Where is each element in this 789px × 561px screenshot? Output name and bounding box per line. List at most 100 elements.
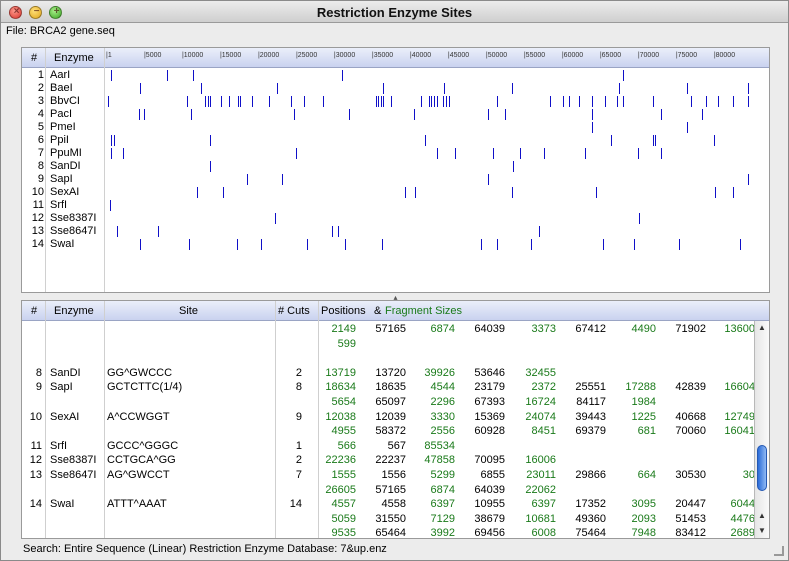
cut-site-mark[interactable]: [569, 96, 571, 107]
cut-site-mark[interactable]: [345, 239, 347, 250]
cut-site-mark[interactable]: [140, 83, 142, 94]
cut-site-mark[interactable]: [436, 148, 438, 159]
cut-site-mark[interactable]: [415, 187, 417, 198]
title-bar[interactable]: × − + Restriction Enzyme Sites: [1, 1, 788, 23]
cut-site-mark[interactable]: [616, 96, 618, 107]
map-row[interactable]: 8 SanDI: [22, 160, 769, 173]
cut-site-mark[interactable]: [706, 96, 708, 107]
cut-site-mark[interactable]: [660, 148, 662, 159]
cut-site-mark[interactable]: [592, 96, 594, 107]
map-row[interactable]: 6 PpiI: [22, 134, 769, 147]
cut-site-mark[interactable]: [240, 96, 242, 107]
cut-site-mark[interactable]: [544, 148, 546, 159]
cut-site-mark[interactable]: [504, 109, 506, 120]
table-row[interactable]: 9535 65464 3992 69456 6008 75464 7948 83412 2689: [22, 525, 755, 538]
cut-site-mark[interactable]: [197, 187, 199, 198]
cut-site-mark[interactable]: [653, 135, 655, 146]
cut-site-mark[interactable]: [290, 96, 292, 107]
cut-site-mark[interactable]: [434, 96, 436, 107]
resize-grip-icon[interactable]: [774, 546, 784, 556]
map-row[interactable]: 10 SexAI: [22, 186, 769, 199]
cut-site-mark[interactable]: [295, 148, 297, 159]
table-row[interactable]: 4955 58372 2556 60928 8451 69379 681 70060 16041: [22, 423, 755, 439]
cut-site-mark[interactable]: [592, 109, 594, 120]
cut-site-mark[interactable]: [449, 96, 451, 107]
cut-site-mark[interactable]: [655, 135, 657, 146]
pane-splitter[interactable]: ▴: [393, 293, 398, 302]
table-row[interactable]: 2149 57165 6874 64039 3373 67412 4490 71902 1360…: [22, 321, 755, 337]
cut-site-mark[interactable]: [269, 96, 271, 107]
cut-site-mark[interactable]: [497, 96, 499, 107]
cut-site-mark[interactable]: [634, 239, 636, 250]
cut-site-mark[interactable]: [229, 96, 231, 107]
cut-site-mark[interactable]: [428, 96, 430, 107]
cut-site-mark[interactable]: [732, 96, 734, 107]
cut-site-mark[interactable]: [437, 96, 439, 107]
cut-map-panel[interactable]: # Enzyme |1 |5000 |10000 |15000 |20000 |25000…: [21, 47, 770, 293]
table-row[interactable]: 9 SapI GCTCTTC(1/4) 8 18634 18635 4544 23179 237…: [22, 379, 755, 395]
table-row[interactable]: [22, 350, 755, 366]
map-row[interactable]: 3 BbvCI: [22, 95, 769, 108]
cut-site-mark[interactable]: [511, 187, 513, 198]
cut-site-mark[interactable]: [110, 148, 112, 159]
cut-site-mark[interactable]: [390, 96, 392, 107]
cut-site-mark[interactable]: [188, 239, 190, 250]
cut-site-mark[interactable]: [110, 70, 112, 81]
cut-site-mark[interactable]: [210, 161, 212, 172]
cut-site-mark[interactable]: [496, 239, 498, 250]
cut-site-mark[interactable]: [445, 96, 447, 107]
map-row[interactable]: 13 Sse8647I: [22, 225, 769, 238]
cut-site-mark[interactable]: [117, 226, 119, 237]
table-row[interactable]: 14 SwaI ATTT^AAAT 14 4557 4558 6397 10955 6397 17…: [22, 496, 755, 512]
cut-site-mark[interactable]: [237, 239, 239, 250]
cut-site-mark[interactable]: [512, 83, 514, 94]
cut-site-mark[interactable]: [260, 239, 262, 250]
cut-site-mark[interactable]: [493, 148, 495, 159]
cut-site-mark[interactable]: [221, 96, 223, 107]
cut-site-mark[interactable]: [605, 96, 607, 107]
cut-site-mark[interactable]: [732, 187, 734, 198]
cut-site-mark[interactable]: [444, 83, 446, 94]
cut-site-mark[interactable]: [111, 135, 113, 146]
table-row[interactable]: 26605 57165 6874 64039 22062: [22, 482, 755, 498]
cut-site-mark[interactable]: [488, 109, 490, 120]
cut-site-mark[interactable]: [480, 239, 482, 250]
cut-site-mark[interactable]: [337, 226, 339, 237]
cut-site-mark[interactable]: [592, 122, 594, 133]
cut-site-mark[interactable]: [425, 135, 427, 146]
cut-site-mark[interactable]: [223, 187, 224, 198]
map-row[interactable]: 11 SrfI: [22, 199, 769, 212]
cut-site-mark[interactable]: [563, 96, 565, 107]
cut-site-mark[interactable]: [210, 135, 212, 146]
cut-site-mark[interactable]: [383, 96, 385, 107]
map-row[interactable]: 7 PpuMI: [22, 147, 769, 160]
cut-site-mark[interactable]: [110, 200, 112, 211]
cut-site-mark[interactable]: [442, 96, 444, 107]
cut-site-mark[interactable]: [638, 213, 640, 224]
cut-site-mark[interactable]: [421, 96, 423, 107]
cut-site-mark[interactable]: [322, 96, 324, 107]
cut-site-mark[interactable]: [405, 187, 407, 198]
cut-site-mark[interactable]: [717, 96, 719, 107]
cut-site-mark[interactable]: [108, 96, 110, 107]
cut-site-mark[interactable]: [377, 96, 379, 107]
map-row[interactable]: 5 PmeI: [22, 121, 769, 134]
cut-site-mark[interactable]: [431, 96, 433, 107]
cut-site-mark[interactable]: [618, 83, 620, 94]
table-row[interactable]: 599: [22, 336, 755, 352]
cut-site-mark[interactable]: [637, 148, 639, 159]
cut-site-mark[interactable]: [143, 109, 145, 120]
cut-site-mark[interactable]: [748, 174, 749, 185]
cut-site-mark[interactable]: [539, 226, 541, 237]
map-row[interactable]: 12 Sse8387I: [22, 212, 769, 225]
sites-table-panel[interactable]: # Enzyme Site # Cuts Positions & Fragmen…: [21, 300, 770, 539]
table-scrollbar[interactable]: ▲ ▲ ▼: [754, 321, 769, 538]
table-row[interactable]: 8 SanDI GG^GWCCC 2 13719 13720 39926 53646 32455: [22, 365, 755, 381]
cut-site-mark[interactable]: [200, 83, 202, 94]
cut-site-mark[interactable]: [381, 96, 383, 107]
cut-site-mark[interactable]: [210, 96, 212, 107]
cut-site-mark[interactable]: [157, 226, 159, 237]
cut-site-mark[interactable]: [193, 70, 195, 81]
cut-site-mark[interactable]: [520, 148, 522, 159]
cut-site-mark[interactable]: [513, 161, 515, 172]
